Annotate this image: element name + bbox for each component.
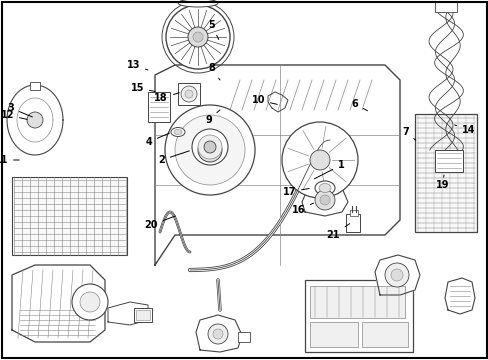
Bar <box>305 280 412 352</box>
Text: 12: 12 <box>0 110 27 120</box>
Polygon shape <box>12 265 105 342</box>
Bar <box>309 322 357 347</box>
Circle shape <box>27 112 43 128</box>
Text: 18: 18 <box>154 93 179 103</box>
Text: 21: 21 <box>326 224 349 240</box>
Polygon shape <box>302 182 347 216</box>
Ellipse shape <box>178 0 218 7</box>
Polygon shape <box>444 278 474 314</box>
Circle shape <box>164 105 254 195</box>
Bar <box>414 114 476 232</box>
Circle shape <box>80 292 100 312</box>
Text: 1: 1 <box>314 160 344 179</box>
Text: 14: 14 <box>454 125 474 135</box>
Ellipse shape <box>318 184 330 193</box>
Circle shape <box>181 86 197 102</box>
Bar <box>434 150 462 172</box>
Text: 20: 20 <box>144 216 175 230</box>
Bar <box>30 82 40 90</box>
Text: 10: 10 <box>251 95 277 105</box>
Bar <box>148 92 170 122</box>
Polygon shape <box>267 92 287 112</box>
Circle shape <box>384 263 408 287</box>
Text: 17: 17 <box>282 187 308 197</box>
Bar <box>136 310 150 320</box>
Text: 5: 5 <box>208 20 218 40</box>
Circle shape <box>319 195 329 205</box>
Text: 15: 15 <box>130 83 155 93</box>
Text: 11: 11 <box>0 155 19 165</box>
Circle shape <box>187 27 207 47</box>
Circle shape <box>184 90 193 98</box>
Ellipse shape <box>171 127 184 136</box>
Circle shape <box>282 122 357 198</box>
Ellipse shape <box>174 130 182 135</box>
Bar <box>12 177 127 255</box>
Text: 7: 7 <box>401 127 415 140</box>
Bar <box>349 210 357 216</box>
Ellipse shape <box>314 181 334 195</box>
Polygon shape <box>374 255 419 295</box>
Text: 3: 3 <box>7 103 32 117</box>
Bar <box>361 322 407 347</box>
Circle shape <box>390 269 402 281</box>
Text: 8: 8 <box>208 63 220 80</box>
Text: 2: 2 <box>158 151 189 165</box>
Bar <box>346 214 359 232</box>
Circle shape <box>175 115 244 185</box>
Circle shape <box>192 129 227 165</box>
Text: 4: 4 <box>145 133 169 147</box>
Circle shape <box>165 5 229 69</box>
Text: 19: 19 <box>435 175 448 190</box>
Text: 16: 16 <box>291 203 313 215</box>
Bar <box>309 286 404 318</box>
Polygon shape <box>7 85 63 155</box>
Bar <box>134 308 152 322</box>
Bar <box>178 83 200 105</box>
Circle shape <box>203 141 216 153</box>
Circle shape <box>193 32 203 42</box>
Circle shape <box>309 150 329 170</box>
Circle shape <box>198 138 222 162</box>
Polygon shape <box>108 302 148 325</box>
Circle shape <box>314 190 334 210</box>
Text: 13: 13 <box>126 60 148 70</box>
Polygon shape <box>196 315 242 352</box>
Bar <box>434 2 456 12</box>
Polygon shape <box>155 65 399 265</box>
Text: 9: 9 <box>205 110 220 125</box>
Circle shape <box>207 324 227 344</box>
Circle shape <box>198 135 222 159</box>
Text: 6: 6 <box>350 99 367 111</box>
Circle shape <box>213 329 223 339</box>
Circle shape <box>72 284 108 320</box>
Bar <box>238 332 249 342</box>
